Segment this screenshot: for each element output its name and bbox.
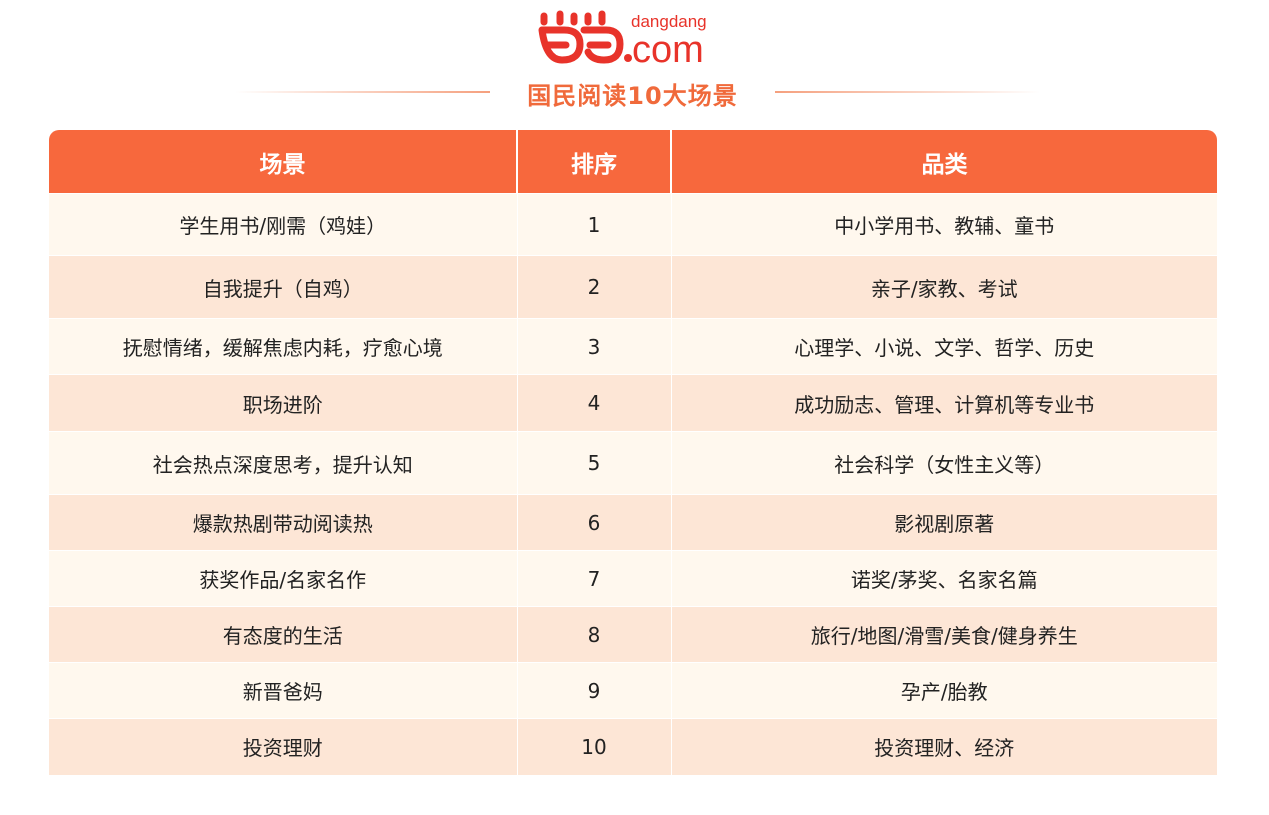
cell-rank: 3 xyxy=(516,318,671,375)
table-header: 场景 排序 品类 xyxy=(49,130,1217,194)
cell-rank: 8 xyxy=(516,606,671,663)
cell-scene: 抚慰情绪，缓解焦虑内耗，疗愈心境 xyxy=(49,318,517,375)
cell-rank: 6 xyxy=(516,494,671,551)
dangdang-logo: com dangdang xyxy=(536,8,736,71)
cell-scene: 爆款热剧带动阅读热 xyxy=(49,494,517,551)
scenes-table: 场景 排序 品类 学生用书/刚需（鸡娃） 1 中小学用书、教辅、童书 自我提升（自鸡）… xyxy=(49,130,1217,775)
cell-category: 诺奖/茅奖、名家名篇 xyxy=(670,550,1217,607)
cell-category: 社会科学（女性主义等） xyxy=(670,431,1217,495)
header-scene: 场景 xyxy=(49,130,517,194)
cell-scene: 获奖作品/名家名作 xyxy=(49,550,517,607)
svg-text:dangdang: dangdang xyxy=(631,12,707,31)
table-row: 自我提升（自鸡） 2 亲子/家教、考试 xyxy=(49,255,1217,319)
cell-scene: 社会热点深度思考，提升认知 xyxy=(49,431,517,495)
cell-rank: 1 xyxy=(516,193,671,256)
table-row: 获奖作品/名家名作 7 诺奖/茅奖、名家名篇 xyxy=(49,550,1217,607)
svg-text:com: com xyxy=(632,29,704,68)
cell-category: 投资理财、经济 xyxy=(670,718,1217,775)
cell-category: 中小学用书、教辅、童书 xyxy=(670,193,1217,256)
table-row: 抚慰情绪，缓解焦虑内耗，疗愈心境 3 心理学、小说、文学、哲学、历史 xyxy=(49,318,1217,375)
table-row: 职场进阶 4 成功励志、管理、计算机等专业书 xyxy=(49,374,1217,432)
table-row: 有态度的生活 8 旅行/地图/滑雪/美食/健身养生 xyxy=(49,606,1217,663)
cell-scene: 学生用书/刚需（鸡娃） xyxy=(49,193,517,256)
cell-scene: 自我提升（自鸡） xyxy=(49,255,517,319)
cell-category: 旅行/地图/滑雪/美食/健身养生 xyxy=(670,606,1217,663)
table-row: 爆款热剧带动阅读热 6 影视剧原著 xyxy=(49,494,1217,551)
cell-rank: 5 xyxy=(516,431,671,495)
cell-scene: 投资理财 xyxy=(49,718,517,775)
cell-rank: 9 xyxy=(516,662,671,719)
cell-scene: 有态度的生活 xyxy=(49,606,517,663)
cell-category: 心理学、小说、文学、哲学、历史 xyxy=(670,318,1217,375)
cell-scene: 职场进阶 xyxy=(49,374,517,432)
cell-category: 亲子/家教、考试 xyxy=(670,255,1217,319)
divider-right xyxy=(775,91,1040,93)
cell-rank: 7 xyxy=(516,550,671,607)
cell-category: 成功励志、管理、计算机等专业书 xyxy=(670,374,1217,432)
divider-left xyxy=(235,91,490,93)
cell-rank: 2 xyxy=(516,255,671,319)
title-bar: 国民阅读10大场景 xyxy=(0,72,1269,112)
cell-category: 孕产/胎教 xyxy=(670,662,1217,719)
table-row: 社会热点深度思考，提升认知 5 社会科学（女性主义等） xyxy=(49,431,1217,495)
table-row: 新晋爸妈 9 孕产/胎教 xyxy=(49,662,1217,719)
logo-mark: com dangdang xyxy=(538,10,707,71)
cell-rank: 10 xyxy=(516,718,671,775)
page-title: 国民阅读10大场景 xyxy=(527,82,738,110)
header-category: 品类 xyxy=(670,130,1217,194)
cell-rank: 4 xyxy=(516,374,671,432)
cell-category: 影视剧原著 xyxy=(670,494,1217,551)
table-row: 学生用书/刚需（鸡娃） 1 中小学用书、教辅、童书 xyxy=(49,193,1217,256)
header-rank: 排序 xyxy=(516,130,671,194)
table-row: 投资理财 10 投资理财、经济 xyxy=(49,718,1217,775)
cell-scene: 新晋爸妈 xyxy=(49,662,517,719)
